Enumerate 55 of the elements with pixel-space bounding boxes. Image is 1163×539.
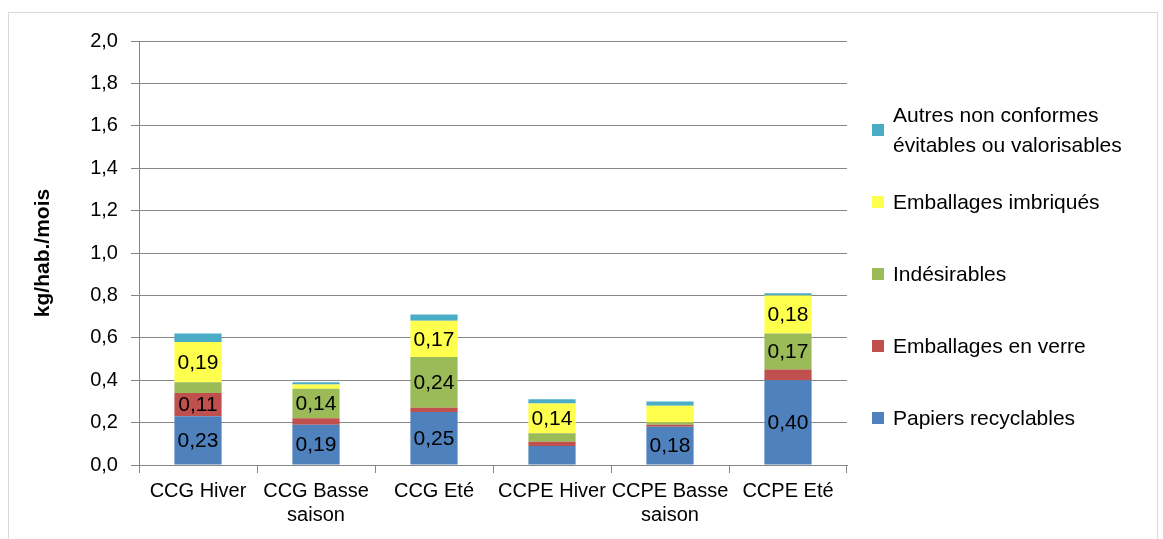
bar bbox=[292, 384, 340, 389]
bar bbox=[410, 314, 458, 321]
bar bbox=[764, 293, 812, 296]
bar bbox=[410, 412, 458, 465]
y-tick-label: 0,2 bbox=[90, 410, 118, 433]
bar bbox=[764, 380, 812, 465]
y-tick-label: 1,8 bbox=[90, 70, 118, 93]
y-tick-label: 0,8 bbox=[90, 282, 118, 305]
y-tick-label: 0,0 bbox=[90, 452, 118, 475]
x-tick-label: CCG Basse saison bbox=[263, 478, 369, 525]
y-tick-label: 1,4 bbox=[90, 155, 118, 178]
bar bbox=[292, 418, 340, 425]
data-label: 0,18 bbox=[649, 433, 691, 457]
y-tick-label: 2,0 bbox=[90, 28, 118, 51]
data-label: 0,40 bbox=[767, 410, 809, 434]
data-label: 0,11 bbox=[178, 392, 218, 416]
data-label: 0,19 bbox=[177, 349, 219, 373]
bar bbox=[646, 405, 694, 423]
y-tick-label: 1,6 bbox=[90, 113, 118, 136]
legend-label: Emballages en verre bbox=[893, 333, 1086, 359]
bar bbox=[410, 356, 458, 408]
legend-label: Indésirables bbox=[893, 261, 1007, 287]
bar bbox=[528, 399, 576, 404]
data-label: 0,14 bbox=[531, 406, 573, 430]
x-tick-label: CCPE Basse saison bbox=[611, 478, 729, 525]
y-tick-label: 1,2 bbox=[90, 198, 118, 221]
legend-label: Emballages imbriqués bbox=[893, 189, 1100, 215]
data-label: 0,17 bbox=[413, 326, 455, 350]
x-tick-label: CCPE Eté bbox=[742, 478, 834, 501]
legend-label: Autres non conformes évitables ou valorisables bbox=[893, 102, 1123, 158]
bar bbox=[528, 445, 576, 465]
y-tick-label: 0,6 bbox=[90, 325, 118, 348]
bar bbox=[764, 369, 812, 381]
y-tick-label: 1,0 bbox=[90, 240, 118, 263]
bar bbox=[410, 407, 458, 412]
bar bbox=[528, 433, 576, 442]
y-tick-label: 0,4 bbox=[90, 367, 118, 390]
data-label: 0,24 bbox=[413, 370, 455, 394]
y-axis-title: kg/hab./mois bbox=[30, 188, 54, 318]
x-tick-label: CCG Hiver bbox=[149, 478, 247, 501]
bar bbox=[174, 382, 222, 393]
bar bbox=[292, 382, 340, 385]
legend-label: Papiers recyclables bbox=[893, 405, 1076, 431]
bar bbox=[174, 416, 222, 465]
data-label: 0,17 bbox=[767, 339, 809, 363]
data-label: 0,25 bbox=[413, 426, 455, 450]
x-tick-label: CCPE Hiver bbox=[498, 478, 607, 501]
bar bbox=[646, 401, 694, 406]
x-tick-label: CCG Eté bbox=[393, 478, 475, 501]
data-label: 0,14 bbox=[295, 391, 337, 415]
data-label: 0,23 bbox=[177, 428, 219, 452]
data-label: 0,18 bbox=[767, 302, 809, 326]
bar bbox=[528, 441, 576, 446]
data-label: 0,19 bbox=[295, 432, 337, 456]
bar bbox=[174, 333, 222, 343]
